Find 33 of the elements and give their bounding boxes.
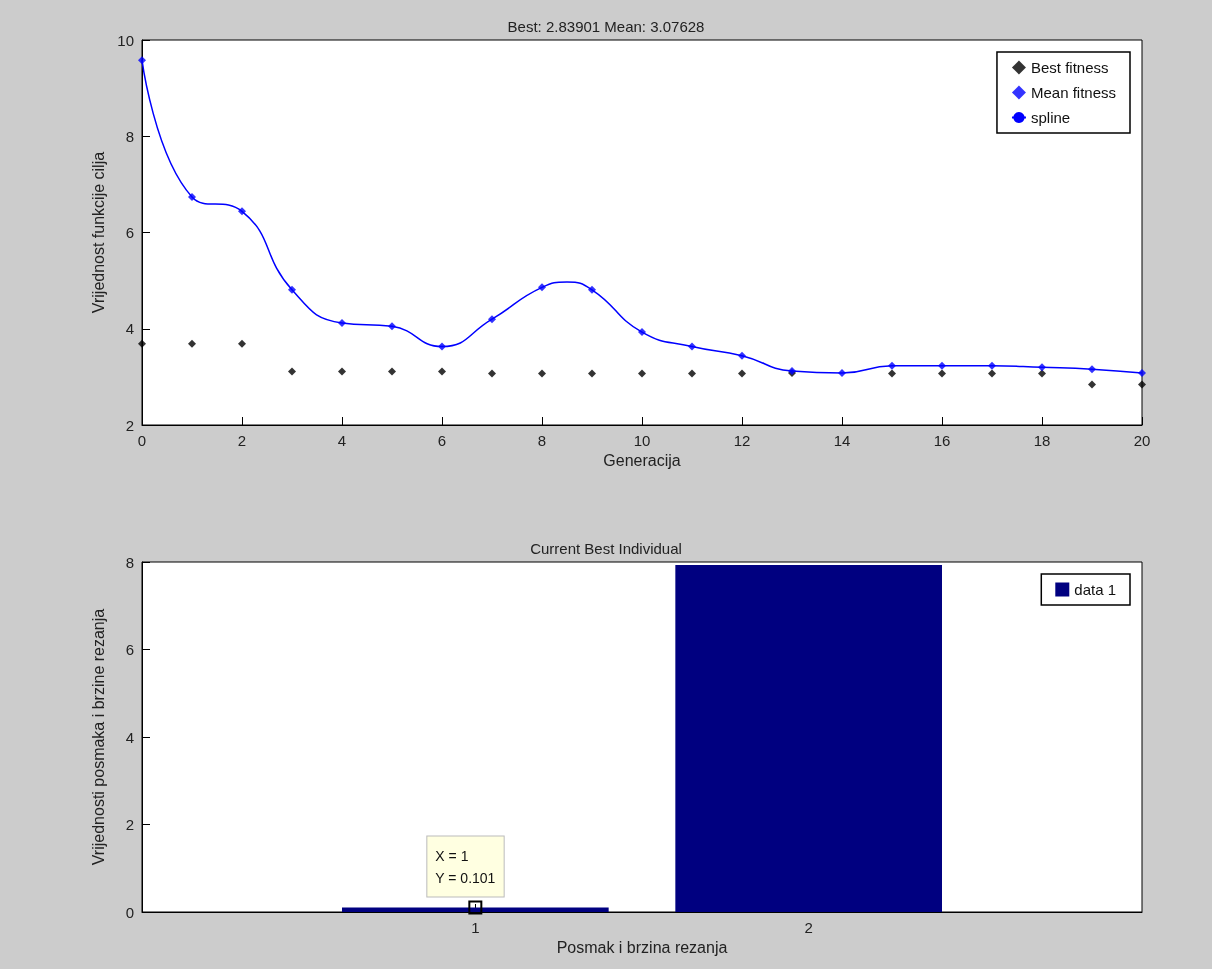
y-tick-label: 2 <box>125 416 134 434</box>
y-tick-label: 0 <box>125 903 134 921</box>
y-tick-label: 10 <box>117 31 134 49</box>
legend-label: spline <box>1030 109 1071 126</box>
x-tick-label: 6 <box>437 432 447 449</box>
x-axis-title: Posmak i brzina rezanja <box>556 939 728 957</box>
x-tick-label: 2 <box>237 432 247 449</box>
x-tick-label: 1 <box>471 919 480 936</box>
legend-label: data 1 <box>1074 581 1117 598</box>
y-tick-label: 8 <box>125 553 134 571</box>
x-axis-title: Generacija <box>603 452 681 470</box>
x-tick-label: 14 <box>833 432 851 449</box>
y-tick-label: 6 <box>125 224 134 241</box>
y-tick-label: 4 <box>125 728 134 746</box>
y-tick-label: 6 <box>125 641 134 658</box>
x-tick-label: 4 <box>337 432 347 449</box>
y-tick-label: 4 <box>125 320 134 338</box>
annotation: X = 1 Y = 0.101 <box>435 847 496 886</box>
chart-title: Current Best Individual <box>530 540 682 557</box>
y-tick-label: 2 <box>125 816 134 833</box>
chart-title: Best: 2.83901 Mean: 3.07628 <box>507 18 705 35</box>
x-tick-label: 20 <box>1133 432 1151 449</box>
legend-label: Best fitness <box>1030 59 1109 76</box>
x-tick-label: 8 <box>537 432 547 449</box>
x-tick-label: 18 <box>1033 432 1051 449</box>
x-tick-label: 12 <box>733 432 751 449</box>
x-tick-label: 16 <box>933 432 951 449</box>
x-tick-label: 10 <box>633 432 651 449</box>
y-axis-title: Vrijednosti posmaka i brzine rezanja <box>89 608 107 866</box>
legend-label: Mean fitness <box>1030 84 1117 101</box>
y-axis-title: Vrijednost funkcije cilja <box>89 151 107 314</box>
y-tick-label: 8 <box>125 127 134 145</box>
x-tick-label: 0 <box>137 432 147 449</box>
